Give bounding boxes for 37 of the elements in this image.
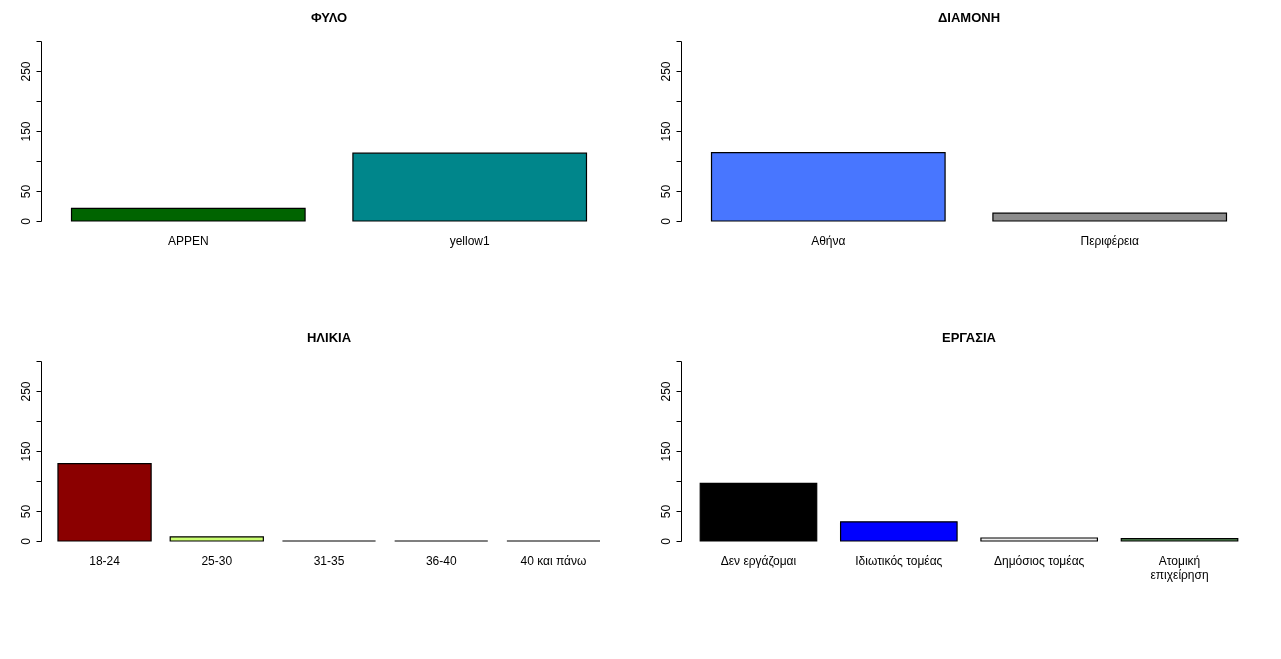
chart-title: ΕΡΓΑΣΙΑ — [942, 329, 997, 345]
x-tick-label: 36-40 — [425, 553, 457, 568]
y-tick-label: 150 — [658, 121, 673, 142]
x-tick-label: Αθήνα — [811, 233, 846, 248]
x-tick-label: 25-30 — [201, 553, 233, 568]
y-tick-label: 150 — [658, 441, 673, 462]
y-tick-label: 0 — [18, 217, 33, 225]
y-tick-label: 0 — [18, 537, 33, 545]
bar — [839, 521, 958, 542]
x-tick-label: Δημόσιος τομέας — [993, 553, 1085, 568]
x-tick-label: APPEN — [167, 233, 209, 248]
y-tick-label: 50 — [658, 504, 673, 519]
y-tick-label: 250 — [658, 61, 673, 82]
y-tick-label: 50 — [658, 184, 673, 199]
x-tick-label: 40 και πάνω — [520, 553, 587, 568]
y-tick-label: 250 — [18, 61, 33, 82]
x-tick-label: 18-24 — [89, 553, 121, 568]
chart-title: ΗΛΙΚΙΑ — [306, 329, 352, 345]
x-tick-label: yellow1 — [449, 233, 491, 248]
chart-title: ΔΙΑΜΟΝΗ — [937, 9, 1001, 25]
x-tick-label: Δεν εργάζομαι — [720, 553, 797, 568]
y-tick-label: 250 — [18, 381, 33, 402]
y-tick-label: 150 — [18, 121, 33, 142]
y-tick-label: 150 — [18, 441, 33, 462]
x-tick-label: Ιδιωτικός τομέας — [855, 553, 943, 568]
y-tick-label: 0 — [658, 217, 673, 225]
y-tick-label: 0 — [658, 537, 673, 545]
y-tick-label: 50 — [18, 504, 33, 519]
bar — [980, 537, 1099, 542]
x-tick-label: Περιφέρεια — [1080, 233, 1139, 248]
y-tick-label: 50 — [18, 184, 33, 199]
bar — [1120, 538, 1239, 542]
chart-title: ΦΥΛΟ — [310, 9, 348, 25]
y-tick-label: 250 — [658, 381, 673, 402]
x-tick-label: 31-35 — [313, 553, 345, 568]
x-tick-label: Ατομική επιχείρηση — [1150, 553, 1209, 582]
bar — [699, 482, 818, 542]
